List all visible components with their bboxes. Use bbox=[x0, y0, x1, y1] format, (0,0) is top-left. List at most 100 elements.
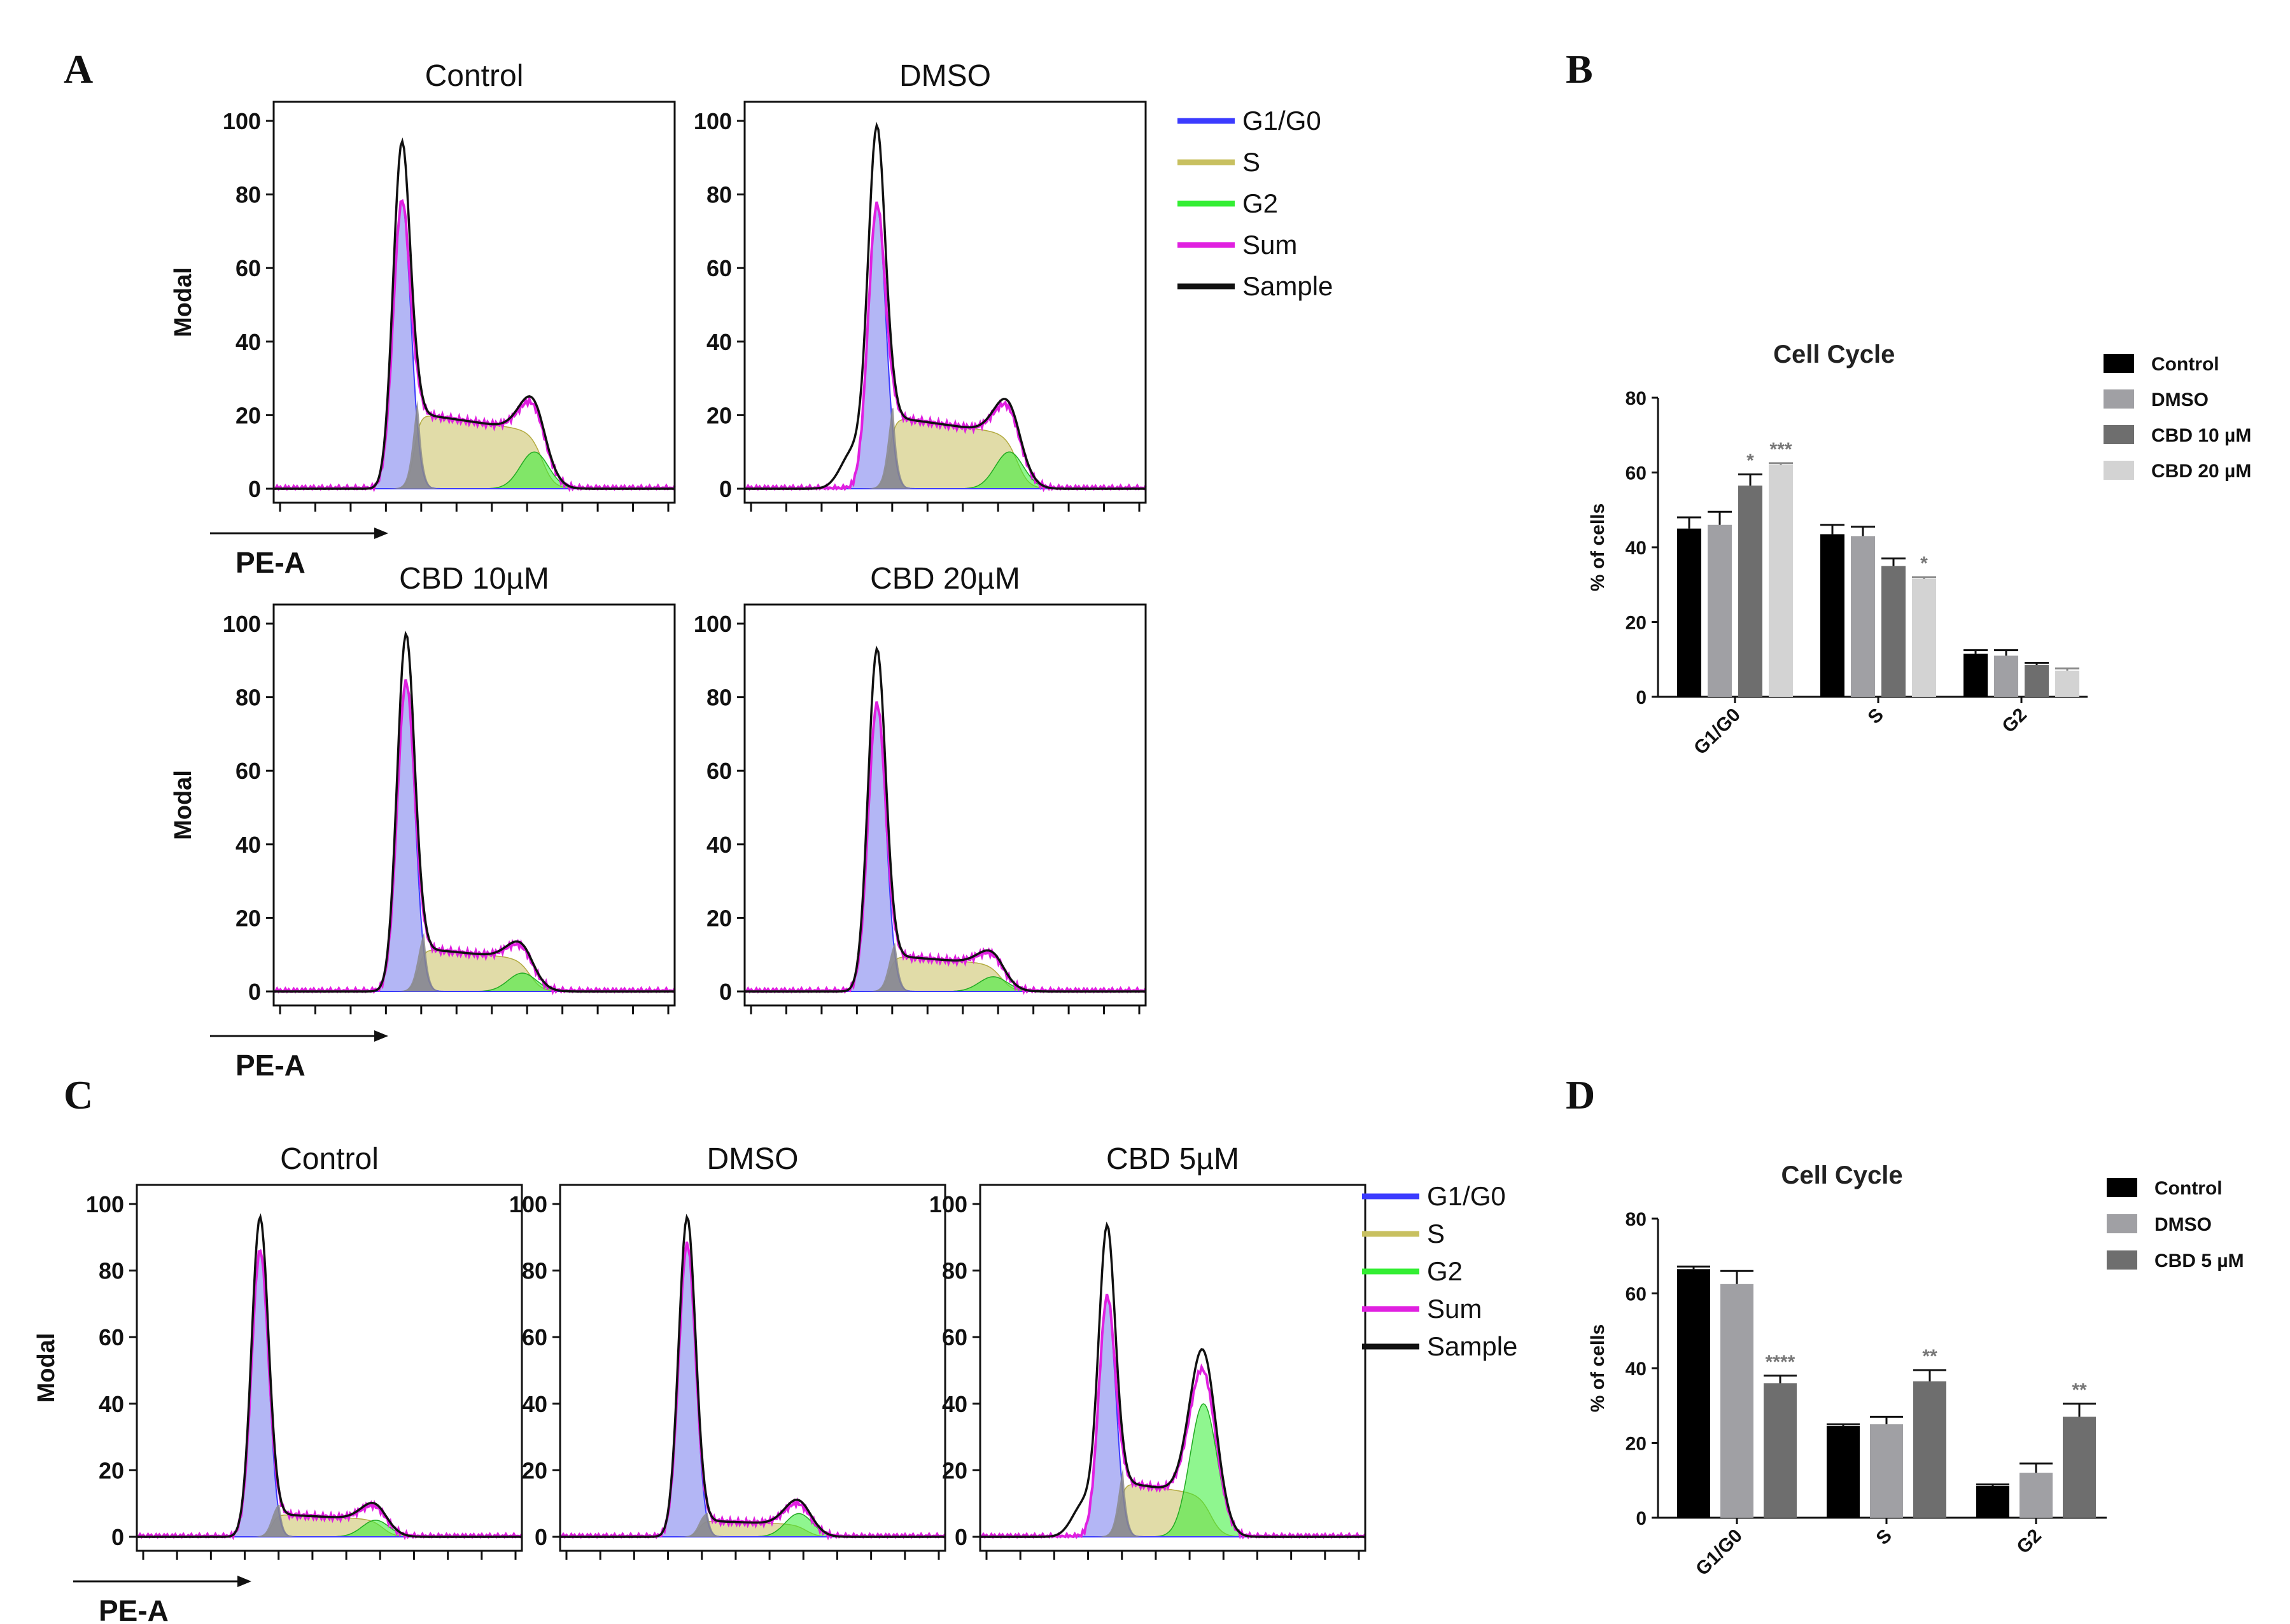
y-tick-label: 20 bbox=[235, 905, 261, 931]
histogram-frame bbox=[272, 603, 676, 1007]
legend-label: G1/G0 bbox=[1242, 106, 1321, 136]
y-tick-label: 60 bbox=[1626, 463, 1647, 484]
panel-label-b: B bbox=[1566, 46, 1593, 92]
y-tick-label: 60 bbox=[1626, 1284, 1647, 1305]
y-tick-label: 0 bbox=[248, 476, 261, 502]
bar bbox=[1677, 528, 1701, 697]
legend-label: S bbox=[1427, 1219, 1445, 1249]
y-tick-label: 100 bbox=[223, 108, 261, 134]
sample-line bbox=[745, 122, 1146, 490]
bar-chart-title: Cell Cycle bbox=[1781, 1161, 1902, 1189]
legend-label: G2 bbox=[1242, 188, 1278, 218]
x-tick-label: G2 bbox=[1998, 704, 2031, 738]
bar bbox=[1912, 578, 1936, 697]
legend-label: CBD 20 µM bbox=[2151, 461, 2251, 482]
y-tick-label: 80 bbox=[1626, 388, 1647, 409]
s-phase-area bbox=[745, 419, 1146, 489]
bar bbox=[1994, 655, 2018, 697]
histogram-frame bbox=[979, 1184, 1366, 1552]
histogram-title: CBD 20µM bbox=[870, 562, 1020, 596]
bar bbox=[2063, 1417, 2096, 1518]
y-tick-label: 100 bbox=[86, 1191, 124, 1217]
x-tick-label: S bbox=[1872, 1525, 1895, 1549]
sample-line bbox=[137, 1213, 522, 1538]
x-axis-label: PE-A bbox=[235, 1049, 306, 1082]
panel-label-c: C bbox=[64, 1072, 93, 1117]
y-tick-label: 40 bbox=[706, 832, 732, 858]
bar-chart-title: Cell Cycle bbox=[1773, 340, 1895, 368]
legend-swatch bbox=[2107, 1214, 2137, 1233]
legend-swatch bbox=[2104, 389, 2134, 409]
y-tick-label: 100 bbox=[929, 1191, 967, 1217]
legend-swatch bbox=[2107, 1250, 2137, 1270]
legend-swatch bbox=[2104, 425, 2134, 444]
histogram-C-cbd5: CBD 5µM 0 20 40 60 80 100 bbox=[929, 1142, 1366, 1560]
y-tick-label: 80 bbox=[99, 1258, 124, 1284]
bar bbox=[1764, 1383, 1797, 1518]
bar bbox=[1963, 654, 1988, 697]
bar bbox=[2055, 670, 2079, 697]
significance-label: *** bbox=[1769, 439, 1792, 460]
histogram-A-control: Control 0 20 40 60 80 100 Modal PE-A bbox=[170, 59, 676, 579]
histogram-A-cbd10: CBD 10µM 0 20 40 60 80 100 Modal PE-A bbox=[170, 562, 676, 1082]
histogram-title: Control bbox=[280, 1142, 379, 1176]
y-tick-label: 0 bbox=[535, 1524, 547, 1550]
legend-label: DMSO bbox=[2151, 389, 2209, 410]
significance-label: **** bbox=[1766, 1352, 1795, 1373]
histogram-frame bbox=[272, 101, 676, 504]
y-tick-label: 100 bbox=[223, 611, 261, 637]
legend-c: G1/G0 S G2 Sum Sample bbox=[1362, 1181, 1517, 1361]
histogram-title: CBD 5µM bbox=[1106, 1142, 1239, 1176]
y-tick-label: 60 bbox=[99, 1324, 124, 1350]
y-tick-label: 80 bbox=[706, 685, 732, 711]
bar bbox=[1738, 486, 1762, 697]
g1-area bbox=[137, 1249, 522, 1537]
histogram-C-dmso: DMSO 0 20 40 60 80 100 bbox=[509, 1142, 946, 1560]
sample-line bbox=[745, 645, 1146, 993]
y-tick-label: 80 bbox=[235, 685, 261, 711]
histogram-title: DMSO bbox=[707, 1142, 799, 1176]
sample-line bbox=[560, 1214, 945, 1538]
sample-line bbox=[274, 630, 675, 993]
y-tick-label: 80 bbox=[942, 1258, 967, 1284]
bar bbox=[1720, 1284, 1753, 1518]
bar bbox=[2020, 1473, 2053, 1518]
y-tick-label: 60 bbox=[706, 758, 732, 784]
x-axis-arrowhead bbox=[237, 1576, 251, 1587]
y-tick-label: 40 bbox=[942, 1391, 967, 1417]
y-tick-label: 100 bbox=[509, 1191, 547, 1217]
y-tick-label: 0 bbox=[955, 1524, 967, 1550]
s-phase-area bbox=[274, 416, 675, 489]
legend-label: S bbox=[1242, 147, 1260, 177]
legend-swatch bbox=[2104, 354, 2134, 373]
y-tick-label: 20 bbox=[942, 1457, 967, 1483]
x-axis-arrowhead bbox=[374, 528, 388, 539]
y-tick-label: 40 bbox=[235, 329, 261, 355]
bar bbox=[1827, 1426, 1860, 1518]
y-axis-label: Modal bbox=[170, 267, 197, 337]
sum-line bbox=[137, 1249, 523, 1541]
y-tick-label: 40 bbox=[235, 832, 261, 858]
x-tick-label: G2 bbox=[2013, 1525, 2046, 1558]
legend-label: G2 bbox=[1427, 1256, 1463, 1286]
bar bbox=[1677, 1269, 1710, 1518]
y-tick-label: 80 bbox=[1626, 1209, 1647, 1230]
legend-label: CBD 10 µM bbox=[2151, 425, 2251, 446]
x-tick-label: G1/G0 bbox=[1692, 1525, 1746, 1580]
x-axis-label: PE-A bbox=[235, 546, 306, 579]
legend-label: CBD 5 µM bbox=[2154, 1250, 2244, 1271]
x-axis-arrowhead bbox=[374, 1030, 388, 1042]
bar bbox=[1881, 566, 1906, 697]
y-tick-label: 80 bbox=[522, 1258, 547, 1284]
y-axis-label: % of cells bbox=[1587, 503, 1608, 591]
y-tick-label: 0 bbox=[1636, 687, 1647, 708]
histogram-C-control: Control 0 20 40 60 80 100 Modal PE-A bbox=[33, 1142, 523, 1624]
y-tick-label: 40 bbox=[706, 329, 732, 355]
y-tick-label: 20 bbox=[706, 402, 732, 428]
y-tick-label: 60 bbox=[522, 1324, 547, 1350]
bar bbox=[1976, 1486, 2009, 1518]
y-tick-label: 20 bbox=[706, 905, 732, 931]
y-tick-label: 0 bbox=[248, 979, 261, 1005]
